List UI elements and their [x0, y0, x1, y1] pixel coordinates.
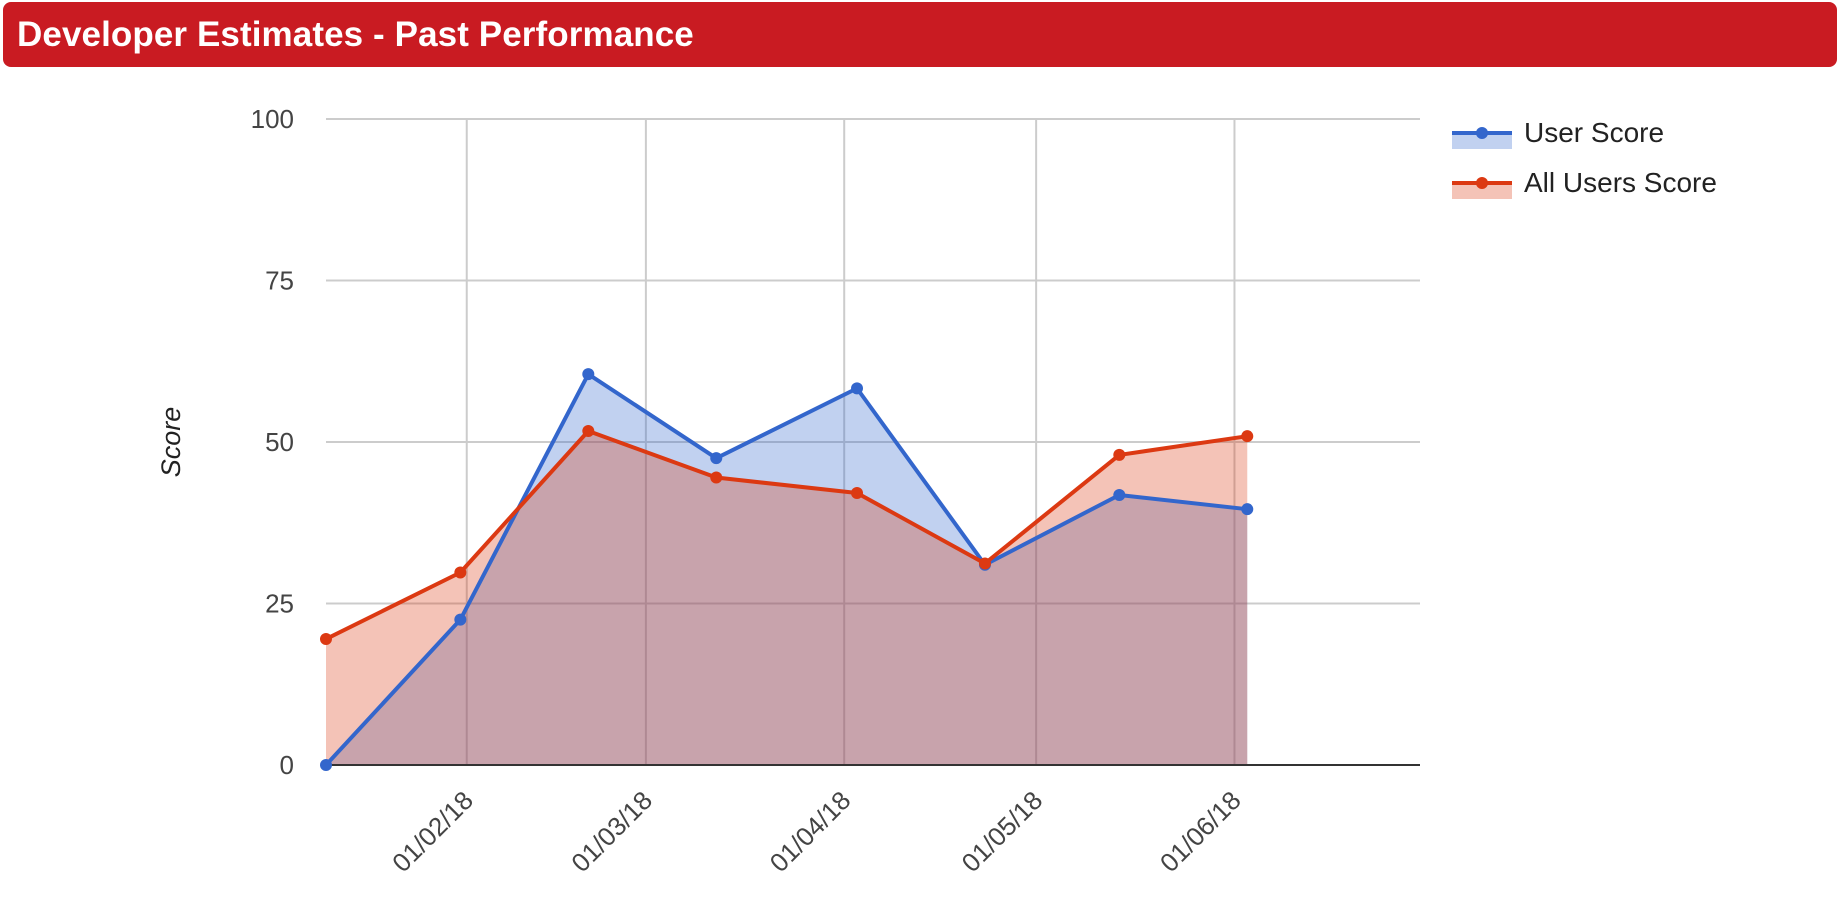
y-tick-label: 25: [265, 589, 294, 619]
point-series-1: [320, 633, 332, 646]
legend: User Score All Users Score: [1452, 117, 1717, 199]
y-tick-label: 0: [280, 750, 294, 780]
point-series-0: [1241, 503, 1254, 516]
x-tick-label: 01/05/18: [956, 785, 1049, 878]
legend-label-1: All Users Score: [1524, 167, 1717, 198]
point-series-1: [454, 566, 467, 579]
point-series-0: [1113, 488, 1126, 501]
legend-marker-0: [1476, 127, 1488, 139]
y-axis-ticks: 0 25 50 75 100: [251, 104, 294, 780]
panel-title: Developer Estimates - Past Performance: [17, 14, 694, 54]
area-series-0: [326, 374, 1248, 765]
y-tick-label: 50: [265, 427, 294, 457]
point-series-0: [320, 759, 332, 771]
y-tick-label: 75: [265, 266, 294, 296]
x-tick-label: 01/03/18: [565, 785, 658, 878]
x-axis-ticks: 01/02/18 01/03/18 01/04/18 01/05/18 01/06/18: [386, 785, 1247, 878]
x-tick-label: 01/02/18: [386, 785, 479, 878]
x-tick-label: 01/04/18: [764, 785, 857, 878]
point-series-1: [851, 487, 864, 500]
x-tick-label: 01/06/18: [1154, 785, 1247, 878]
point-series-1: [978, 557, 991, 570]
area-series-1: [326, 431, 1248, 765]
point-series-0: [710, 452, 723, 465]
point-series-1: [710, 471, 723, 484]
point-series-0: [851, 382, 864, 395]
panel-header: Developer Estimates - Past Performance: [3, 2, 1837, 67]
y-axis-label: Score: [156, 407, 186, 478]
point-series-1: [1241, 430, 1254, 443]
point-series-0: [582, 368, 595, 381]
line-series-0: [324, 372, 1248, 767]
line-series-1: [325, 429, 1248, 641]
legend-swatch-1: [1452, 183, 1512, 199]
series-lines: [324, 372, 1248, 767]
legend-label-0: User Score: [1524, 117, 1664, 148]
y-axis-label-group: Score: [156, 407, 186, 478]
y-tick-label: 100: [251, 104, 294, 134]
series-areas: [326, 374, 1248, 765]
gridlines: [326, 118, 1420, 765]
point-series-0: [454, 613, 467, 626]
point-series-1: [1113, 448, 1126, 461]
legend-swatch-0: [1452, 133, 1512, 149]
legend-marker-1: [1476, 177, 1488, 189]
series-points: [320, 368, 1254, 771]
point-series-1: [582, 425, 595, 438]
